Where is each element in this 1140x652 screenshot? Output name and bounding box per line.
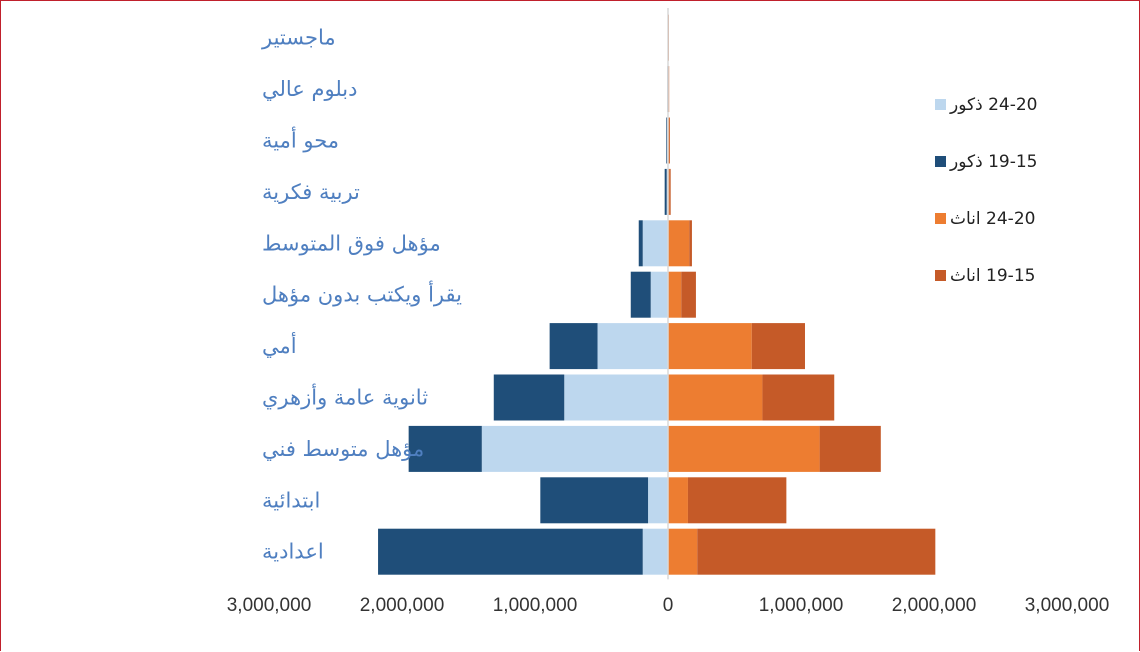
- x-tick-label: 2,000,000: [360, 595, 445, 616]
- category-label: ابتدائية: [262, 488, 320, 512]
- category-label: أمي: [262, 332, 297, 358]
- category-label: ماجستير: [261, 26, 336, 50]
- category-label: مؤهل فوق المتوسط: [262, 231, 441, 255]
- legend-label: 24-20 اناث: [950, 209, 1035, 229]
- bar-5-series-2: [668, 271, 682, 318]
- bar-8-series-3: [819, 425, 881, 472]
- bar-4-series-0: [642, 220, 668, 267]
- category-label: يقرأ ويكتب بدون مؤهل: [262, 281, 462, 307]
- bar-4-series-3: [689, 220, 692, 267]
- bar-10-series-0: [642, 528, 668, 575]
- legend: 24-20 ذكور 19-15 ذكور 24-20 اناث 19-15 اناث: [935, 95, 1037, 286]
- bar-9-series-2: [668, 477, 688, 524]
- bars-layer: [378, 14, 936, 575]
- bar-9-series-3: [687, 477, 787, 524]
- bar-7-series-1: [493, 374, 565, 421]
- bar-6-series-0: [597, 323, 668, 370]
- legend-swatch: [935, 213, 946, 224]
- legend-swatch: [935, 270, 946, 281]
- x-tick-label: 0: [663, 595, 674, 616]
- legend-label: 24-20 ذكور: [949, 95, 1037, 115]
- category-label: ثانوية عامة وأزهري: [262, 384, 428, 410]
- category-labels: ماجستير دبلوم عالي محو أمية تربية فكرية مؤهل…: [261, 26, 462, 564]
- bar-9-series-0: [648, 477, 668, 524]
- x-tick-label: 3,000,000: [227, 595, 312, 616]
- bar-8-series-2: [668, 425, 820, 472]
- bar-3-series-1: [664, 168, 667, 215]
- category-label: دبلوم عالي: [262, 77, 358, 101]
- bar-5-series-3: [681, 271, 696, 318]
- bar-10-series-3: [697, 528, 936, 575]
- bar-7-series-3: [762, 374, 835, 421]
- bar-3-series-3: [669, 168, 671, 215]
- bar-7-series-2: [668, 374, 763, 421]
- bar-4-series-2: [668, 220, 690, 267]
- category-label: تربية فكرية: [262, 180, 360, 204]
- bar-6-series-2: [668, 323, 752, 370]
- x-tick-label: 1,000,000: [759, 595, 844, 616]
- legend-label: 19-15 ذكور: [949, 152, 1037, 172]
- bar-2-series-3: [669, 117, 670, 164]
- bar-10-series-2: [668, 528, 698, 575]
- category-label: مؤهل متوسط فني: [262, 437, 424, 461]
- legend-swatch: [935, 99, 946, 110]
- bar-7-series-0: [564, 374, 668, 421]
- x-tick-labels: 3,000,000 2,000,000 1,000,000 0 1,000,000 2,0…: [227, 595, 1110, 616]
- legend-swatch: [935, 156, 946, 167]
- bar-9-series-1: [540, 477, 649, 524]
- bar-8-series-0: [481, 425, 668, 472]
- bar-6-series-1: [549, 323, 598, 370]
- x-tick-label: 1,000,000: [493, 595, 578, 616]
- category-label: اعدادية: [262, 540, 324, 564]
- bar-1-series-3: [668, 66, 670, 113]
- x-tick-label: 2,000,000: [892, 595, 977, 616]
- bar-4-series-1: [638, 220, 643, 267]
- legend-label: 19-15 اناث: [950, 266, 1035, 286]
- x-tick-label: 3,000,000: [1025, 595, 1110, 616]
- bar-5-series-1: [630, 271, 651, 318]
- bar-5-series-0: [650, 271, 668, 318]
- bar-10-series-1: [378, 528, 643, 575]
- bar-8-series-1: [408, 425, 482, 472]
- bar-2-series-1: [666, 117, 667, 164]
- category-label: محو أمية: [262, 127, 339, 153]
- bar-6-series-3: [751, 323, 805, 370]
